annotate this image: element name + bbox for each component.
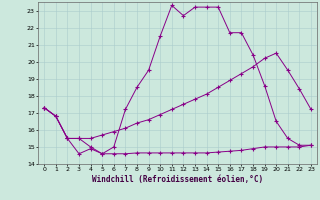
X-axis label: Windchill (Refroidissement éolien,°C): Windchill (Refroidissement éolien,°C) [92,175,263,184]
